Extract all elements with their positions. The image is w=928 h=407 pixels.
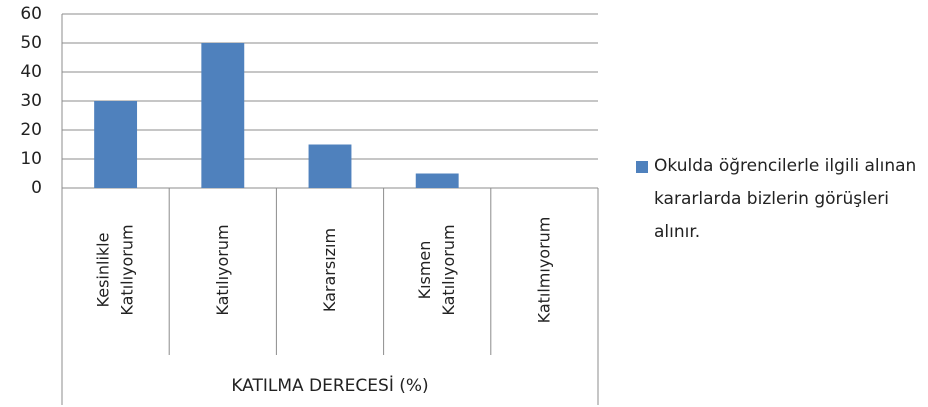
x-tick-label-line: Kararsızım [320, 228, 339, 312]
y-tick-label: 30 [20, 91, 42, 111]
x-tick-label: Kısmen Katılıyorum [415, 224, 458, 315]
y-tick-label: 60 [20, 4, 42, 24]
y-tick-label: 20 [20, 120, 42, 140]
bar [308, 144, 352, 188]
x-tick-label: Katılmıyorum [534, 217, 553, 324]
bar [415, 173, 459, 188]
x-tick-label: Katılıyorum [212, 224, 231, 315]
bar [94, 101, 138, 188]
y-tick-label: 40 [20, 62, 42, 82]
x-tick-label-line: Katılmıyorum [534, 217, 553, 324]
x-tick-label-line: Kısmen [415, 241, 434, 300]
legend-label: Okulda öğrencilerle ilgili alınan kararl… [654, 156, 917, 242]
y-tick-label: 10 [20, 149, 42, 169]
x-tick-label: Kararsızım [320, 228, 339, 312]
y-tick-label: 50 [20, 33, 42, 53]
x-tick-label-line: Katılıyorum [117, 224, 136, 315]
x-tick-label-line: Katılıyorum [212, 224, 231, 315]
x-tick-label-line: Katılıyorum [439, 224, 458, 315]
bar [201, 43, 245, 188]
y-tick-label: 0 [31, 178, 42, 198]
legend-swatch [636, 161, 648, 173]
x-tick-label-line: Kesinlikle [93, 233, 112, 308]
x-tick-label: Kesinlikle Katılıyorum [93, 224, 136, 315]
legend: Okulda öğrencilerle ilgili alınan kararl… [636, 150, 926, 249]
x-axis-title: KATILMA DERECESİ (%) [231, 375, 428, 396]
